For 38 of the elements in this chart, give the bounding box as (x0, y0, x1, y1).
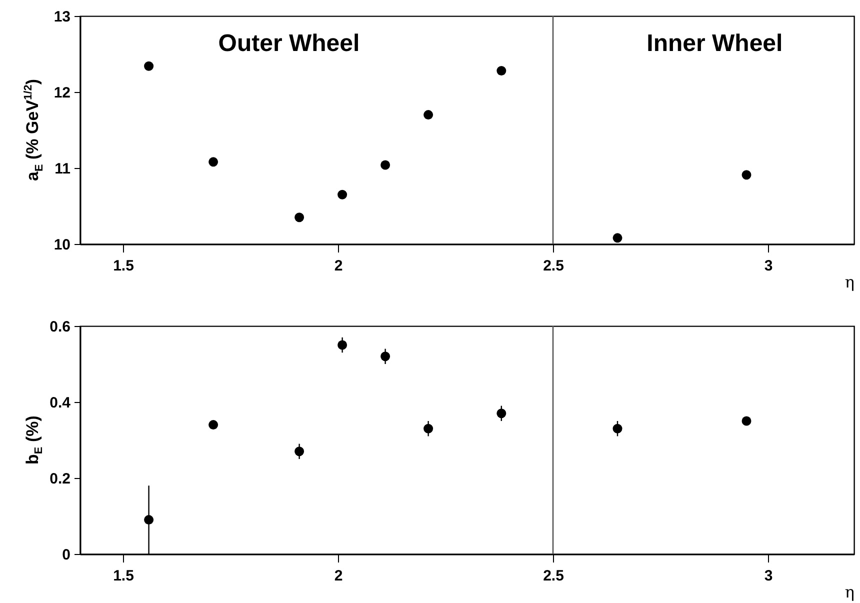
y-tick-label: 0 (62, 546, 70, 564)
point (338, 190, 348, 200)
y-tick-label: 0.4 (50, 394, 72, 412)
x-tick-label: 1.5 (113, 568, 134, 584)
x-tick-label: 2 (334, 568, 343, 584)
point (144, 61, 154, 71)
point (612, 424, 622, 434)
x-tick-label: 2.5 (543, 258, 564, 274)
y-tick-label: 12 (54, 84, 70, 102)
point (496, 66, 506, 76)
point (208, 157, 218, 167)
point (424, 110, 434, 120)
point (424, 424, 434, 434)
point (742, 170, 752, 180)
x-axis-title: η (844, 272, 854, 292)
y-tick-label: 11 (54, 160, 70, 178)
y-tick-label: 0.2 (50, 470, 70, 488)
point (496, 408, 506, 418)
point (612, 233, 622, 243)
annotation: Outer Wheel (218, 30, 360, 57)
point (380, 160, 390, 170)
x-tick-label: 3 (764, 568, 773, 584)
y-tick-label: 13 (54, 8, 70, 26)
point (742, 416, 752, 426)
point (380, 352, 390, 362)
y-tick-label: 0.6 (50, 318, 70, 336)
point (144, 515, 154, 525)
annotation: Inner Wheel (646, 30, 783, 57)
x-tick-label: 2 (334, 258, 343, 274)
point (294, 446, 304, 456)
x-axis-title: η (844, 582, 854, 602)
x-tick-label: 3 (764, 258, 773, 274)
point (294, 212, 304, 222)
x-tick-label: 2.5 (543, 568, 564, 584)
y-tick-label: 10 (54, 236, 70, 254)
point (338, 340, 348, 350)
point (208, 420, 218, 430)
x-tick-label: 1.5 (113, 258, 134, 274)
